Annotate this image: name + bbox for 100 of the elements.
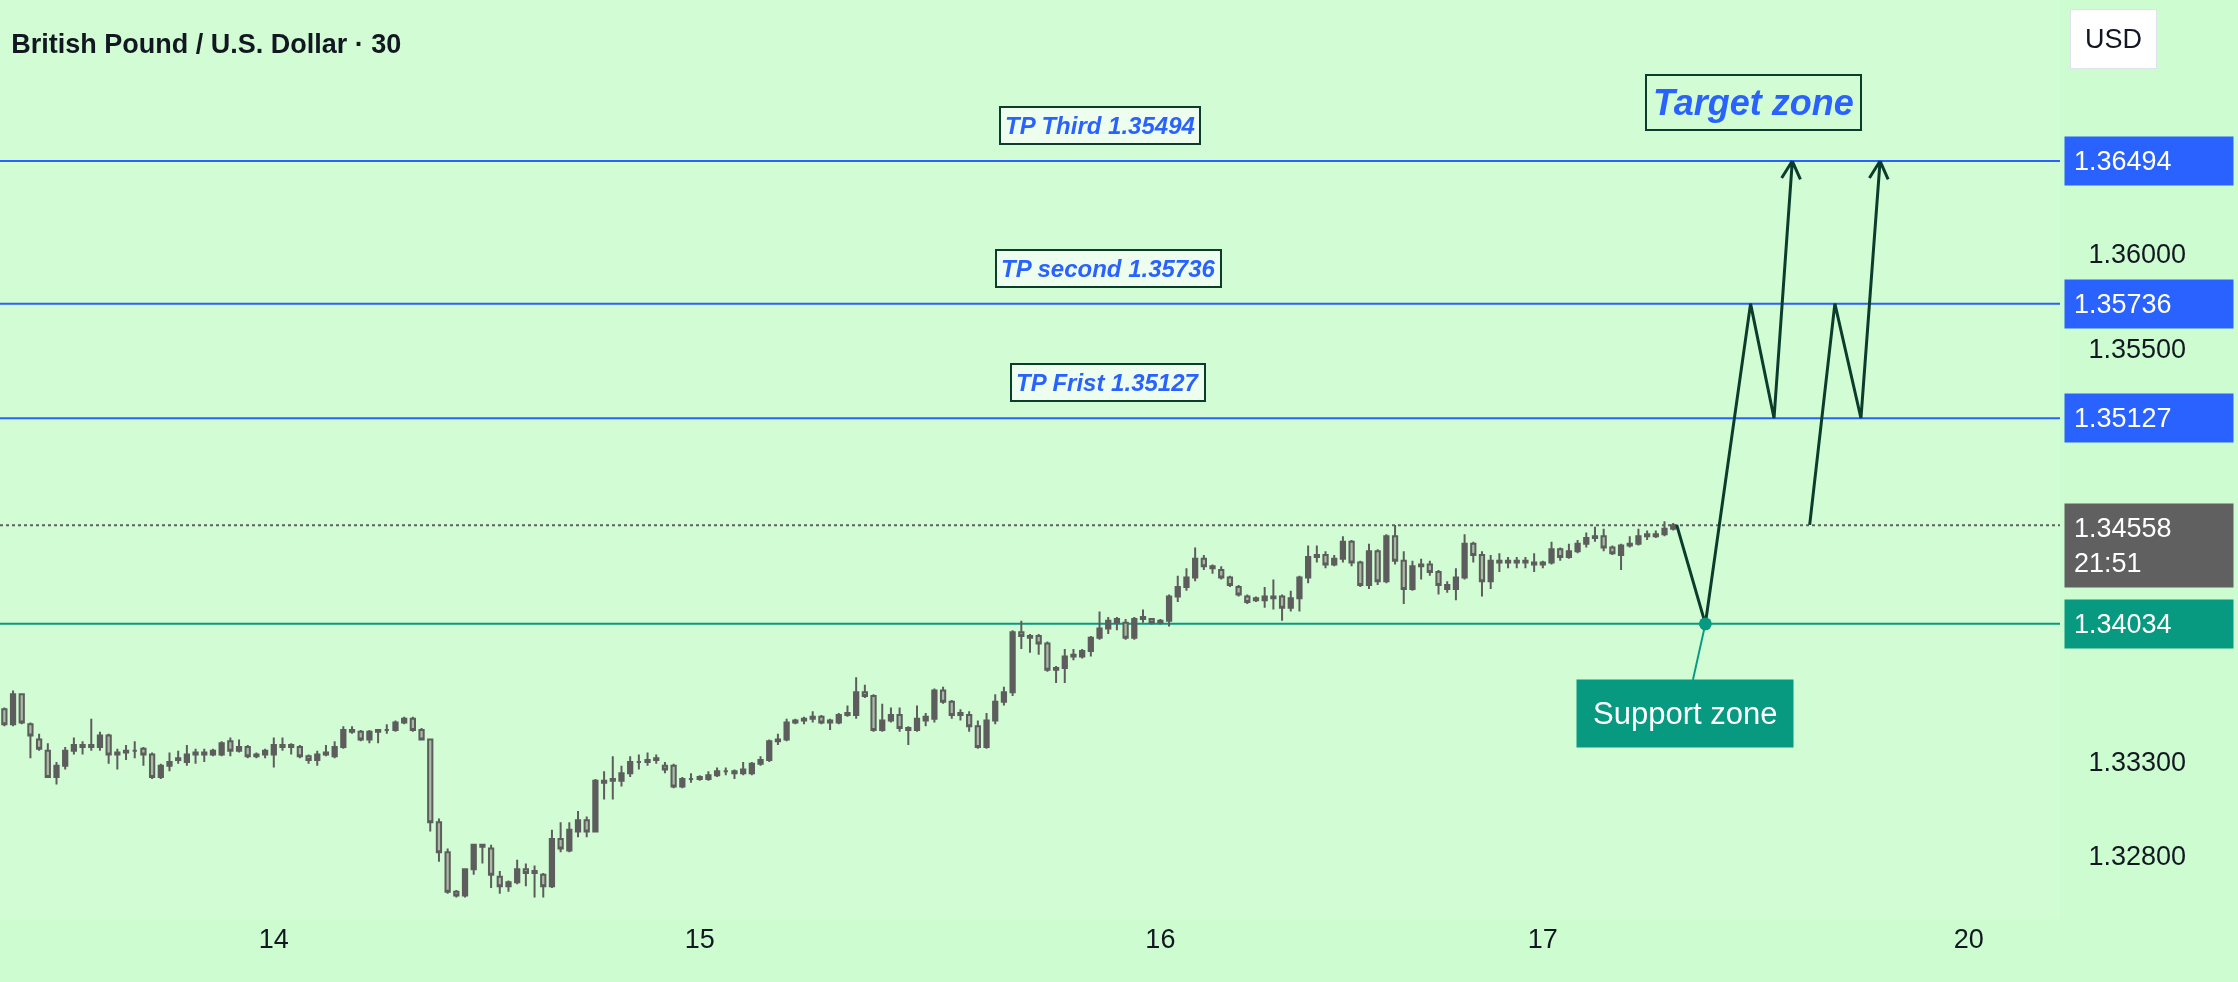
candlestick: [1418, 557, 1425, 581]
candlestick: [1087, 634, 1094, 658]
candlestick: [731, 768, 738, 780]
candlestick: [435, 817, 443, 863]
candlestick: [487, 843, 495, 890]
candlestick: [1, 706, 8, 728]
ref-line-label: 1.35736: [2074, 289, 2172, 319]
candlestick: [1409, 559, 1416, 592]
candlestick: [131, 740, 138, 760]
candlestick: [1496, 552, 1503, 573]
candlestick: [1635, 527, 1642, 547]
candlestick: [1192, 546, 1199, 583]
candlestick: [974, 719, 981, 750]
candlestick: [957, 708, 964, 722]
candlestick: [62, 745, 69, 771]
candlestick: [1200, 554, 1207, 572]
candlestick: [1244, 593, 1251, 605]
candlestick: [348, 725, 356, 735]
ref-line-label: 1.34034: [2074, 609, 2172, 639]
candlestick: [896, 706, 903, 733]
candlestick: [1044, 640, 1051, 673]
candlestick: [366, 728, 373, 745]
candlestick: [566, 821, 573, 854]
candlestick: [887, 706, 895, 724]
candlestick: [809, 710, 816, 724]
candlestick: [1357, 559, 1364, 588]
candlestick: [687, 772, 695, 784]
y-tick-label: 1.36000: [2088, 239, 2187, 270]
candlestick: [122, 744, 130, 762]
candlestick: [740, 760, 747, 777]
candlestick: [783, 717, 790, 743]
candlestick: [983, 712, 990, 750]
candlestick: [253, 751, 260, 760]
candlestick: [800, 715, 808, 726]
candlestick: [470, 843, 477, 876]
candlestick: [1331, 554, 1338, 568]
candlestick: [1061, 648, 1068, 684]
candlestick: [844, 704, 851, 718]
candlestick: [140, 745, 147, 767]
candlestick: [1252, 595, 1260, 604]
candlestick: [661, 760, 669, 775]
candlestick: [1435, 569, 1442, 596]
candlestick: [1400, 550, 1407, 605]
candlestick: [696, 774, 703, 782]
candlestick: [600, 770, 608, 801]
candlestick: [1218, 565, 1225, 581]
candlestick: [296, 744, 303, 760]
ref-line-label: 1.36494: [2074, 146, 2172, 176]
x-tick-label: 15: [684, 924, 715, 954]
candlestick: [1174, 574, 1181, 604]
annotation: Support zone: [1593, 696, 1778, 731]
candlestick: [1522, 555, 1529, 570]
candlestick: [1209, 563, 1216, 575]
candlestick: [322, 744, 330, 758]
ref-line-label: 1.35127: [2074, 403, 2172, 433]
candlestick: [279, 736, 286, 752]
candlestick: [96, 730, 104, 752]
x-tick-label: 16: [1145, 924, 1176, 954]
candlestick: [1270, 578, 1277, 611]
candlestick: [1383, 533, 1390, 585]
candlestick: [818, 713, 825, 726]
candlestick: [1305, 544, 1312, 585]
candlestick: [340, 725, 347, 750]
candlestick: [1348, 538, 1355, 568]
candlestick: [305, 753, 312, 765]
candlestick: [870, 693, 877, 733]
candlestick: [157, 762, 164, 780]
candlestick: [227, 736, 234, 758]
y-tick-label: 1.35500: [2088, 333, 2187, 364]
candlestick: [853, 676, 860, 720]
candlestick: [931, 687, 938, 724]
candlestick: [27, 721, 34, 760]
candlestick: [1487, 554, 1494, 590]
candlestick: [992, 693, 999, 726]
candlestick: [514, 858, 521, 886]
candlestick: [88, 717, 95, 752]
candlestick: [835, 712, 842, 726]
candlestick: [453, 888, 460, 899]
candlestick: [1574, 538, 1581, 555]
text: British Pound / U.S. Dollar · 30: [11, 29, 402, 60]
candlestick: [357, 728, 364, 743]
candlestick: [235, 738, 243, 754]
candlestick: [418, 727, 425, 741]
candlestick: [583, 815, 590, 839]
annotation: Target zone: [1653, 82, 1854, 123]
candlestick: [35, 732, 43, 752]
candlestick: [1122, 617, 1129, 641]
candlestick: [922, 712, 929, 728]
candlestick: [1470, 540, 1477, 564]
candlestick: [1096, 610, 1103, 641]
candlestick: [218, 740, 225, 758]
candlestick: [70, 736, 78, 756]
candlestick: [540, 871, 547, 899]
candlestick: [1478, 550, 1486, 598]
candlestick: [1079, 648, 1086, 660]
candlestick: [531, 864, 538, 899]
candlestick: [1609, 544, 1616, 557]
candlestick: [1557, 546, 1564, 562]
candlestick: [79, 740, 86, 756]
candlestick: [1287, 589, 1294, 613]
